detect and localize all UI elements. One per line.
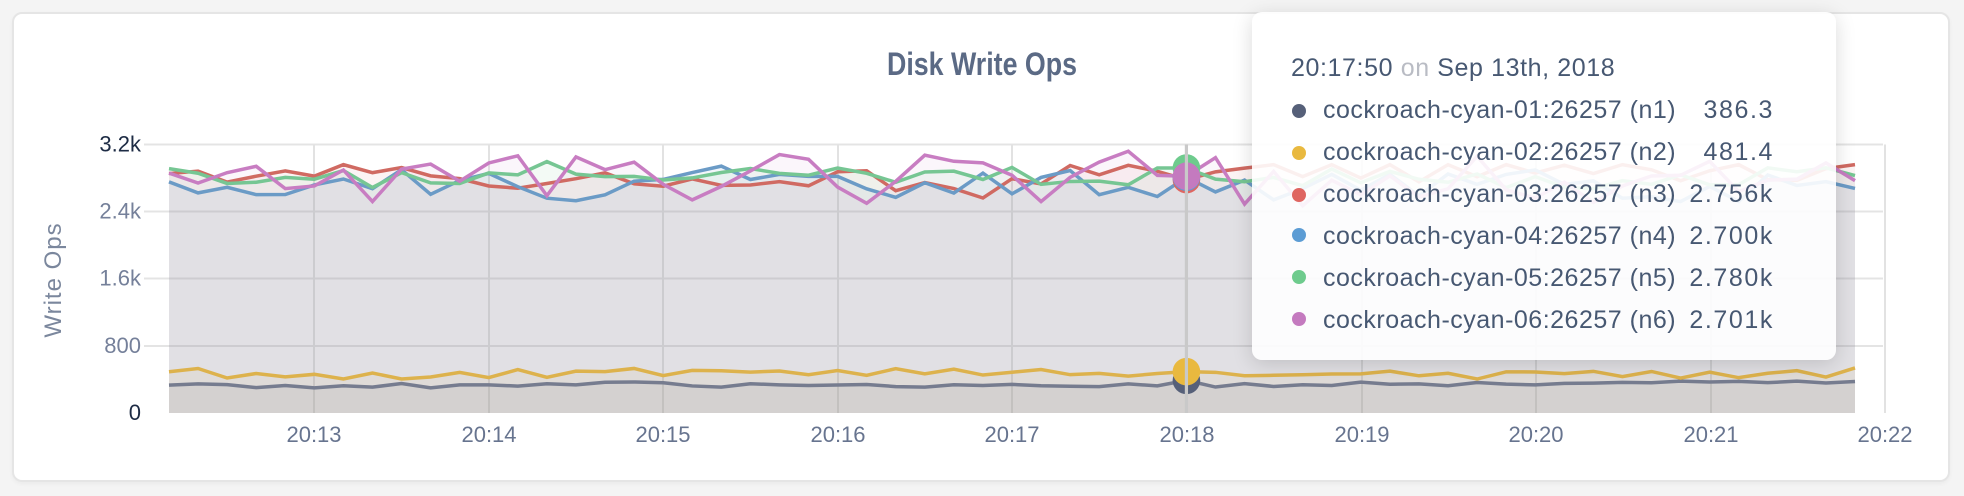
svg-text:1.6k: 1.6k: [99, 266, 142, 291]
svg-text:800: 800: [104, 333, 141, 358]
svg-text:20:19: 20:19: [1334, 422, 1389, 447]
svg-text:20:18: 20:18: [1159, 422, 1214, 447]
svg-text:Disk Write Ops: Disk Write Ops: [887, 46, 1077, 82]
svg-text:20:21: 20:21: [1683, 422, 1738, 447]
svg-text:0: 0: [129, 400, 141, 425]
svg-text:20:15: 20:15: [635, 422, 690, 447]
svg-text:3.2k: 3.2k: [99, 132, 142, 157]
svg-text:Write Ops: Write Ops: [40, 222, 67, 337]
svg-text:2.4k: 2.4k: [99, 199, 142, 224]
svg-text:20:22: 20:22: [1857, 422, 1912, 447]
svg-text:20:20: 20:20: [1508, 422, 1563, 447]
svg-text:20:17: 20:17: [984, 422, 1039, 447]
svg-text:20:13: 20:13: [286, 422, 341, 447]
svg-text:20:14: 20:14: [461, 422, 516, 447]
svg-text:20:16: 20:16: [810, 422, 865, 447]
